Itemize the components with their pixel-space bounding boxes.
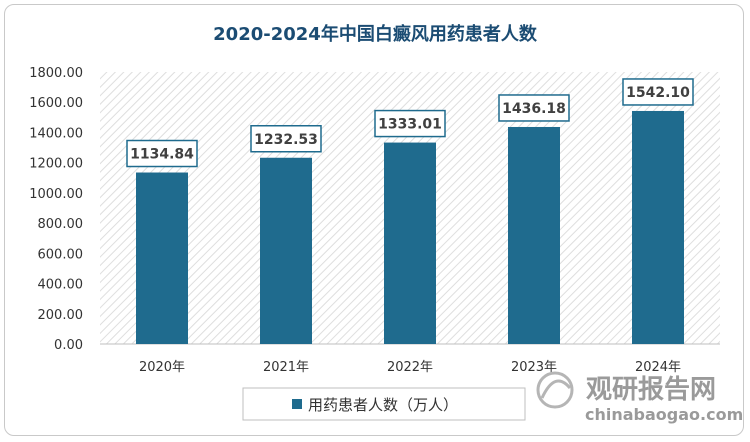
chart-title: 2020-2024年中国白癜风用药患者人数 (213, 23, 538, 45)
bar (508, 126, 560, 345)
data-label-box (126, 139, 198, 168)
x-tick-label: 2023年 (511, 360, 557, 375)
y-tick-label: 200.00 (38, 308, 84, 323)
x-axis: 2020年 2021年 2022年 2023年 2024年 (139, 360, 681, 375)
data-label: 1232.53 (250, 125, 322, 153)
y-tick-label: 1200.00 (29, 157, 83, 172)
bar (260, 157, 312, 344)
y-tick-label: 600.00 (38, 247, 84, 262)
data-label-box (374, 109, 446, 138)
data-label-text: 1436.18 (502, 101, 566, 117)
data-label: 1436.18 (498, 94, 570, 122)
y-tick-label: 800.00 (38, 217, 84, 232)
data-label-box (622, 78, 694, 106)
data-label-text: 1542.10 (626, 85, 690, 101)
bar (136, 172, 188, 344)
watermark-logo-icon (536, 371, 574, 409)
y-tick-label: 1800.00 (29, 66, 83, 81)
x-tick-label: 2024年 (635, 360, 681, 375)
y-tick-label: 0.00 (54, 338, 83, 353)
legend-box (242, 387, 526, 421)
bar (632, 110, 684, 344)
data-label: 1542.10 (622, 78, 694, 106)
x-tick-label: 2022年 (387, 360, 433, 375)
data-label-text: 1333.01 (378, 117, 442, 133)
watermark-brand: 观研报告网 (586, 374, 716, 405)
data-label-text: 1134.84 (130, 147, 194, 163)
watermark: 观研报告网 chinabaogao.com (536, 371, 743, 424)
data-label-box (498, 94, 570, 122)
data-label-text: 1232.53 (254, 132, 318, 148)
data-label-box (250, 125, 322, 153)
legend-swatch (292, 399, 302, 409)
y-tick-label: 1000.00 (29, 187, 83, 202)
y-axis: 0.00 200.00 400.00 600.00 800.00 1000.00 1200.… (29, 66, 83, 353)
data-labels-group: 1134.84 1232.53 1333.01 1436.18 1542.10 (126, 78, 694, 168)
legend: 用药患者人数（万人） (242, 387, 526, 421)
watermark-url: chinabaogao.com (585, 405, 743, 424)
bar (384, 142, 436, 344)
data-label: 1134.84 (126, 139, 198, 168)
y-tick-label: 1600.00 (29, 96, 83, 111)
y-tick-label: 400.00 (38, 278, 84, 293)
legend-label: 用药患者人数（万人） (308, 396, 458, 414)
x-tick-label: 2020年 (139, 360, 185, 375)
bars-group (136, 110, 684, 345)
y-tick-label: 1400.00 (29, 126, 83, 141)
data-label: 1333.01 (374, 109, 446, 138)
x-tick-label: 2021年 (263, 360, 309, 375)
